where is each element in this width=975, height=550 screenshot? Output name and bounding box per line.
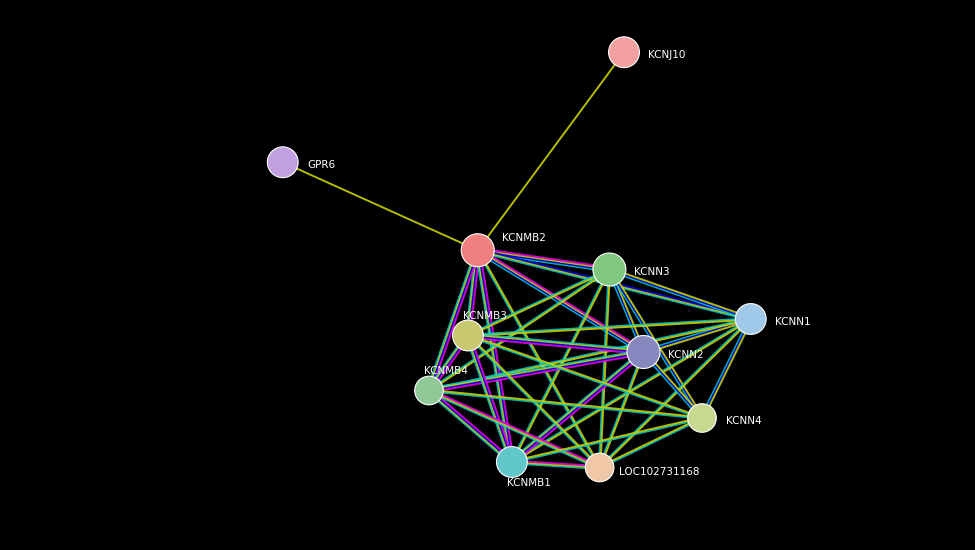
Text: KCNN2: KCNN2: [668, 350, 704, 360]
Text: KCNMB1: KCNMB1: [507, 478, 551, 488]
Text: KCNJ10: KCNJ10: [648, 50, 685, 60]
Text: KCNMB2: KCNMB2: [502, 233, 546, 243]
Text: KCNN1: KCNN1: [775, 317, 811, 327]
Text: KCNMB4: KCNMB4: [424, 366, 468, 376]
Text: KCNMB3: KCNMB3: [463, 311, 507, 321]
Ellipse shape: [687, 404, 717, 432]
Text: KCNN4: KCNN4: [726, 416, 762, 426]
Ellipse shape: [267, 147, 298, 178]
Ellipse shape: [593, 253, 626, 286]
Ellipse shape: [585, 453, 614, 482]
Ellipse shape: [414, 376, 444, 405]
Text: GPR6: GPR6: [307, 160, 335, 170]
Ellipse shape: [496, 447, 527, 477]
Ellipse shape: [608, 37, 640, 68]
Text: KCNN3: KCNN3: [634, 267, 670, 277]
Ellipse shape: [735, 304, 766, 334]
Ellipse shape: [627, 336, 660, 368]
Ellipse shape: [461, 234, 494, 267]
Text: LOC102731168: LOC102731168: [619, 467, 700, 477]
Ellipse shape: [452, 320, 484, 351]
